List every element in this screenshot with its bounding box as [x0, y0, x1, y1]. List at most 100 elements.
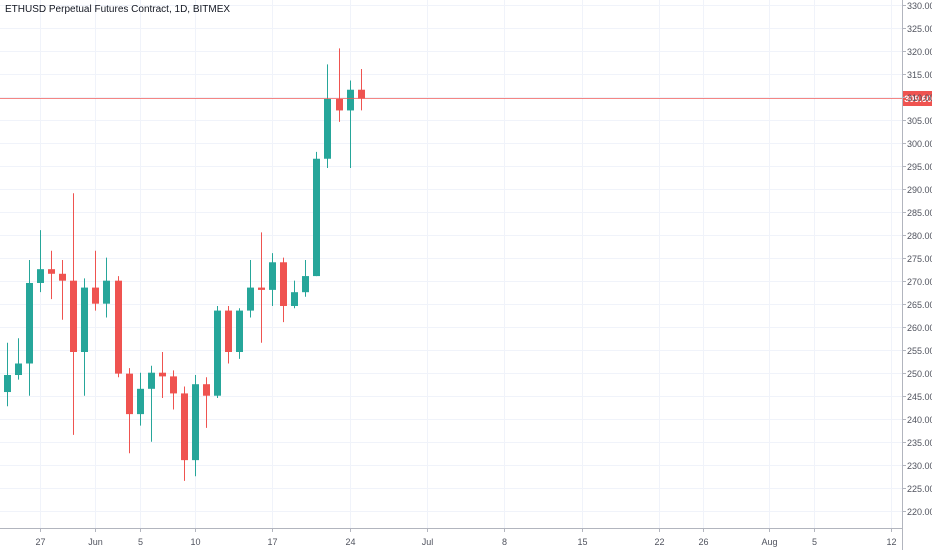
candle-body — [214, 310, 221, 396]
candle — [92, 250, 99, 311]
x-tick-label: Jul — [422, 537, 434, 547]
x-tick-label: 15 — [577, 537, 587, 547]
candle — [70, 193, 77, 435]
candle-body — [302, 276, 309, 293]
candle — [137, 372, 144, 426]
candle — [15, 338, 22, 380]
candle — [59, 259, 66, 320]
y-tick-label: 280.00 — [907, 231, 932, 241]
candle-body — [358, 89, 365, 99]
candle-body — [324, 98, 331, 159]
last-price-label: 309.60 — [904, 94, 932, 104]
candle-body — [247, 287, 254, 311]
x-tick-label: 5 — [812, 537, 817, 547]
candle — [81, 278, 88, 396]
candle — [214, 305, 221, 399]
y-tick-label: 275.00 — [907, 254, 932, 264]
candle — [247, 259, 254, 318]
y-tick-label: 220.00 — [907, 507, 932, 517]
y-tick-label: 265.00 — [907, 300, 932, 310]
candle-body — [15, 363, 22, 376]
y-tick-label: 330.00 — [907, 1, 932, 11]
candle-body — [70, 280, 77, 352]
candle-body — [181, 393, 188, 461]
y-tick-label: 290.00 — [907, 185, 932, 195]
candle — [280, 257, 287, 323]
y-tick-label: 240.00 — [907, 415, 932, 425]
candle-body — [4, 375, 11, 393]
candle-body — [192, 384, 199, 461]
candle — [181, 386, 188, 481]
candle-body — [59, 273, 66, 281]
x-tick-label: 10 — [190, 537, 200, 547]
x-tick-label: 12 — [886, 537, 896, 547]
x-tick-label: 17 — [267, 537, 277, 547]
y-tick-label: 235.00 — [907, 438, 932, 448]
x-tick-label: 8 — [502, 537, 507, 547]
last-price-label-bg — [903, 91, 932, 106]
y-tick-label: 250.00 — [907, 369, 932, 379]
candle — [358, 69, 365, 111]
candle — [336, 48, 343, 122]
candle-body — [291, 292, 298, 306]
candle-body — [126, 373, 133, 415]
candle-body — [347, 89, 354, 111]
candle — [258, 232, 265, 343]
candle — [26, 259, 33, 396]
candle-body — [26, 282, 33, 364]
x-tick-label: Jun — [88, 537, 103, 547]
y-tick-label: 300.00 — [907, 139, 932, 149]
candle-body — [313, 158, 320, 277]
candle — [159, 352, 166, 399]
x-tick-label: 24 — [345, 537, 355, 547]
y-tick-label: 270.00 — [907, 277, 932, 287]
candle — [347, 80, 354, 168]
candle — [236, 308, 243, 359]
candle-body — [81, 287, 88, 352]
candle-body — [103, 280, 110, 304]
y-tick-label: 315.00 — [907, 70, 932, 80]
y-tick-label: 245.00 — [907, 392, 932, 402]
candle — [115, 276, 122, 378]
candle — [126, 368, 133, 454]
candle-body — [159, 372, 166, 377]
last-price-line-group: 309.60 — [0, 91, 932, 106]
y-tick-label: 325.00 — [907, 24, 932, 34]
candles — [4, 48, 365, 481]
candle — [302, 259, 309, 297]
candle-body — [92, 287, 99, 304]
y-tick-label: 305.00 — [907, 116, 932, 126]
candle-body — [280, 262, 287, 306]
candle — [37, 230, 44, 293]
grid — [0, 0, 902, 528]
candle — [4, 342, 11, 407]
candle — [148, 365, 155, 442]
x-tick-label: 22 — [654, 537, 664, 547]
candle-body — [137, 388, 144, 415]
y-tick-label: 255.00 — [907, 346, 932, 356]
y-tick-label: 295.00 — [907, 162, 932, 172]
candle — [313, 151, 320, 277]
candle-body — [258, 287, 265, 290]
x-tick-label: 5 — [138, 537, 143, 547]
candle-body — [269, 262, 276, 290]
candle — [225, 305, 232, 364]
x-tick-label: 27 — [35, 537, 45, 547]
candle-body — [203, 384, 210, 396]
candle — [269, 253, 276, 306]
y-tick-label: 225.00 — [907, 484, 932, 494]
y-tick-label: 320.00 — [907, 47, 932, 57]
x-tick-label: 26 — [698, 537, 708, 547]
candle — [48, 250, 55, 300]
candle — [324, 64, 331, 168]
candle-body — [48, 269, 55, 274]
candle — [291, 280, 298, 309]
candle — [170, 370, 177, 410]
y-tick-label: 230.00 — [907, 461, 932, 471]
candle-body — [170, 376, 177, 394]
candle-body — [37, 269, 44, 283]
candle — [203, 377, 210, 428]
